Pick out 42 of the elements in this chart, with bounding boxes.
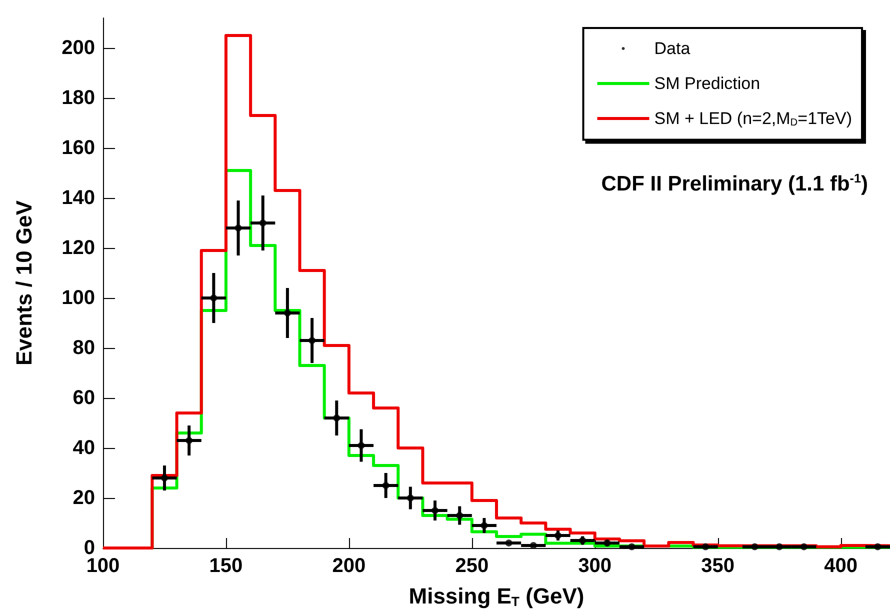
x-tick-label: 250	[455, 555, 489, 577]
point	[776, 543, 783, 550]
legend-label: SM + LED (n=2,MD=1TeV)	[654, 109, 852, 128]
y-tick-label: 100	[62, 287, 95, 309]
point	[800, 543, 808, 550]
x-tick-label: 350	[701, 555, 735, 577]
x-tick-label: 200	[332, 555, 366, 577]
point	[480, 522, 488, 529]
x-tick-label: 150	[209, 555, 243, 577]
point	[874, 543, 882, 550]
y-tick-label: 140	[62, 187, 95, 209]
point	[382, 482, 390, 489]
point	[358, 442, 365, 449]
y-axis-title: Events / 10 GeV	[12, 200, 36, 366]
y-tick-label: 40	[72, 437, 95, 459]
point	[333, 414, 340, 422]
point	[259, 220, 266, 226]
point	[456, 512, 464, 519]
y-tick-label: 80	[72, 337, 95, 359]
point	[308, 337, 316, 344]
point	[210, 294, 218, 302]
point	[406, 494, 414, 502]
y-tick-label: 180	[62, 87, 95, 109]
point	[432, 507, 439, 514]
point	[751, 543, 758, 550]
point	[186, 437, 193, 444]
x-tick-label: 300	[578, 555, 612, 577]
y-tick-label: 60	[72, 387, 95, 409]
point	[505, 540, 512, 546]
point	[530, 542, 537, 549]
point	[702, 543, 710, 550]
y-tick-label: 200	[62, 37, 95, 59]
point	[160, 474, 168, 482]
legend-label: Data	[654, 39, 691, 58]
x-tick-label: 400	[824, 555, 858, 577]
y-tick-label: 20	[72, 487, 95, 509]
y-tick-label: 120	[62, 237, 95, 259]
point	[234, 224, 242, 232]
point	[628, 543, 636, 550]
y-tick-label: 160	[62, 137, 95, 159]
point	[284, 310, 291, 316]
legend-label: SM Prediction	[654, 74, 760, 93]
